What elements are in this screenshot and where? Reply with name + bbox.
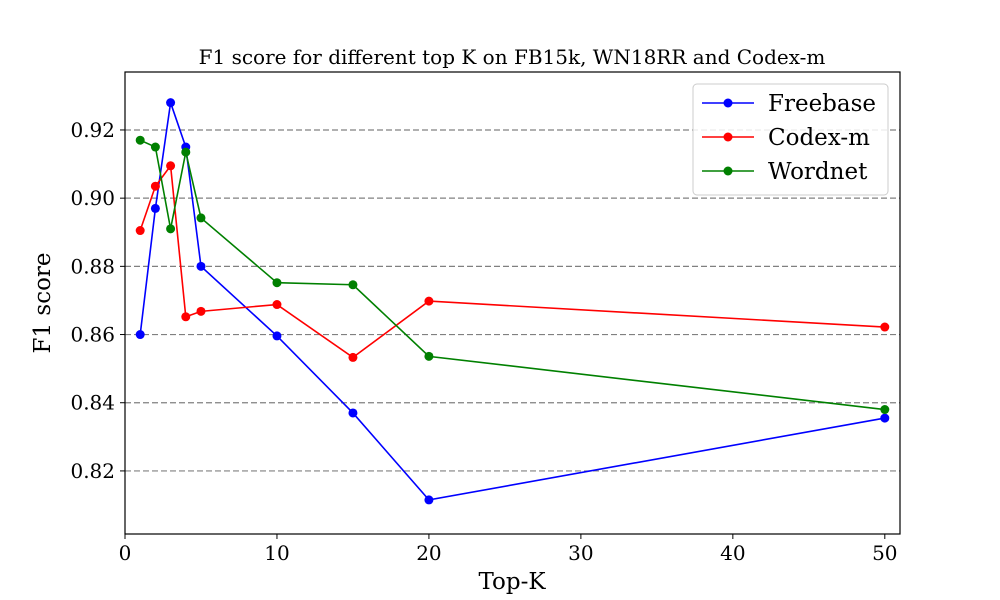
legend-label: Codex-m <box>768 125 870 151</box>
legend-marker <box>723 166 733 176</box>
data-point-wordnet <box>135 135 145 145</box>
data-point-codex-m <box>166 161 176 171</box>
series-codex-m <box>135 161 890 362</box>
x-tick-label: 10 <box>264 541 289 565</box>
x-tick-label: 50 <box>872 541 897 565</box>
legend-box <box>692 83 889 196</box>
x-tick-label: 20 <box>416 541 441 565</box>
data-point-wordnet <box>880 405 890 415</box>
y-tick-label: 0.90 <box>70 186 115 210</box>
legend: Freebase Codex-m Wordnet <box>692 83 889 196</box>
series-wordnet <box>135 135 890 415</box>
data-point-wordnet <box>196 213 206 223</box>
y-tick-label: 0.88 <box>70 254 115 278</box>
legend-label: Freebase <box>768 91 876 117</box>
data-point-freebase <box>150 203 160 213</box>
data-point-codex-m <box>424 296 434 306</box>
data-point-freebase <box>880 413 890 423</box>
x-axis-label: Top-K <box>478 569 546 595</box>
data-point-codex-m <box>135 226 145 236</box>
data-point-wordnet <box>181 147 191 157</box>
y-axis-ticks: 0.82 0.84 0.86 0.88 0.90 0.92 <box>70 118 125 483</box>
data-point-freebase <box>348 408 358 418</box>
y-tick-label: 0.82 <box>70 459 115 483</box>
legend-item-codex-m: Codex-m <box>702 125 870 151</box>
data-point-wordnet <box>424 351 434 361</box>
data-point-wordnet <box>272 278 282 288</box>
data-point-codex-m <box>348 352 358 362</box>
legend-marker <box>723 132 733 142</box>
y-tick-label: 0.84 <box>70 391 115 415</box>
data-point-wordnet <box>150 142 160 152</box>
data-point-freebase <box>166 98 176 108</box>
y-axis-label: F1 score <box>30 252 56 353</box>
y-tick-label: 0.92 <box>70 118 115 142</box>
data-point-wordnet <box>348 280 358 290</box>
data-point-codex-m <box>272 300 282 310</box>
data-point-codex-m <box>150 181 160 191</box>
series-layer <box>135 98 890 505</box>
data-point-codex-m <box>196 306 206 316</box>
data-point-codex-m <box>880 322 890 332</box>
legend-label: Wordnet <box>768 159 868 185</box>
data-point-codex-m <box>181 312 191 322</box>
data-point-freebase <box>196 261 206 271</box>
x-tick-label: 0 <box>119 541 132 565</box>
x-tick-label: 40 <box>720 541 745 565</box>
legend-marker <box>723 98 733 108</box>
y-tick-label: 0.86 <box>70 323 115 347</box>
data-point-freebase <box>135 330 145 340</box>
legend-item-wordnet: Wordnet <box>702 159 868 185</box>
legend-item-freebase: Freebase <box>702 91 876 117</box>
data-point-freebase <box>272 331 282 341</box>
plot-area-frame <box>124 71 901 535</box>
gridlines <box>125 129 900 472</box>
data-point-freebase <box>424 495 434 505</box>
chart-title: F1 score for different top K on FB15k, W… <box>199 45 826 69</box>
data-point-wordnet <box>166 224 176 234</box>
x-axis-ticks: 0 10 20 30 40 50 <box>119 534 898 565</box>
x-tick-label: 30 <box>568 541 593 565</box>
